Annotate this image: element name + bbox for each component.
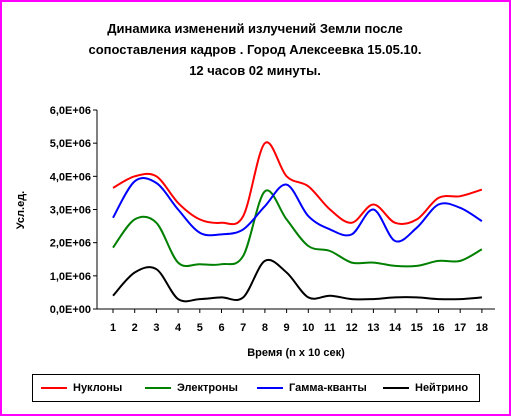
x-tick-label: 17 (454, 322, 466, 334)
x-tick-label: 12 (346, 322, 358, 334)
x-tick-label: 6 (218, 322, 224, 334)
x-tick-label: 1 (110, 322, 116, 334)
legend-swatch-nucleons (41, 387, 67, 390)
x-tick-label: 15 (411, 322, 423, 334)
series-line-0 (112, 141, 483, 226)
x-tick-label: 8 (262, 322, 268, 334)
y-tick-label: 0,0E+00 (50, 304, 91, 316)
series-line-3 (112, 258, 482, 303)
x-tick-label: 16 (432, 322, 444, 334)
x-tick-label: 2 (132, 322, 138, 334)
x-tick-label: 18 (476, 322, 488, 334)
x-tick-label: 13 (367, 322, 379, 334)
x-tick-label: 10 (302, 322, 314, 334)
x-tick-label: 4 (175, 322, 182, 334)
x-tick-label: 14 (389, 322, 402, 334)
chart-series-lines (112, 141, 483, 303)
y-axis-label: Усл.ед. (15, 191, 27, 229)
x-tick-label: 11 (324, 322, 336, 334)
chart-title: Динамика изменений излучений Земли после… (88, 21, 422, 78)
x-tick-label: 5 (197, 322, 203, 334)
y-tick-label: 2,0E+06 (50, 238, 91, 250)
legend-label-nucleons: Нуклоны (73, 382, 123, 394)
y-tick-label: 1,0E+06 (50, 271, 91, 283)
legend-swatch-electrons (145, 387, 171, 390)
legend-item-nucleons: Нуклоны (41, 381, 122, 395)
chart-axes (96, 110, 495, 310)
legend-item-electrons: Электроны (145, 381, 238, 395)
legend-label-neutrino: Нейтрино (415, 382, 469, 394)
y-tick-label: 6,0E+06 (50, 105, 91, 117)
x-axis-label: Время (n x 10 сек) (247, 347, 345, 359)
legend-label-gamma: Гамма-кванты (289, 382, 367, 394)
legend-swatch-gamma (257, 387, 283, 390)
series-line-1 (112, 189, 483, 268)
y-tick-label: 5,0E+06 (50, 138, 91, 150)
series-line-2 (112, 177, 483, 243)
legend-item-gamma: Гамма-кванты (257, 381, 367, 395)
legend-item-neutrino: Нейтрино (383, 381, 468, 395)
legend-label-electrons: Электроны (177, 382, 238, 394)
y-tick-label: 3,0E+06 (50, 205, 91, 217)
x-tick-label: 7 (240, 322, 246, 334)
y-tick-label: 4,0E+06 (50, 171, 91, 183)
x-tick-label: 3 (153, 322, 159, 334)
legend-swatch-neutrino (383, 387, 409, 390)
chart-ticks: 0,0E+00 1,0E+06 2,0E+06 3,0E+06 4,0E+06 5,0E+… (50, 105, 488, 334)
chart-legend: Нуклоны Электроны Гамма-кванты Нейтрино (32, 374, 480, 402)
x-tick-label: 9 (284, 322, 290, 334)
